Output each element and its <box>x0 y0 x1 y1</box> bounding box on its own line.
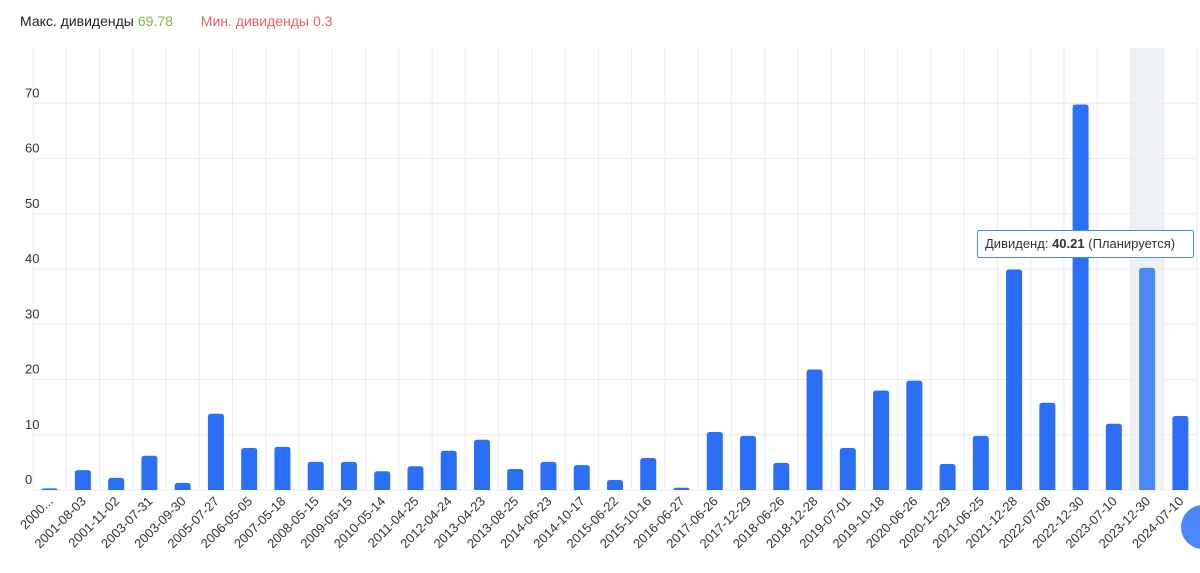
bar <box>540 461 557 490</box>
bar <box>440 450 457 490</box>
bar <box>706 431 723 490</box>
bar <box>1006 269 1023 490</box>
y-tick-label: 0 <box>25 472 32 487</box>
bar <box>972 435 989 490</box>
chat-button <box>1181 505 1200 549</box>
bar <box>307 461 324 490</box>
y-tick-label: 20 <box>25 362 39 377</box>
bar <box>473 439 490 490</box>
bar <box>906 380 923 490</box>
bar <box>41 488 58 490</box>
bar <box>1072 104 1089 490</box>
bar <box>241 448 258 490</box>
tooltip: Дивиденд: 40.21 (Планируется) <box>977 230 1194 258</box>
y-tick-label: 60 <box>25 141 39 156</box>
max-value: 69.78 <box>137 13 173 29</box>
min-value: 0.3 <box>312 13 333 29</box>
bar <box>1039 402 1056 490</box>
bar <box>74 470 91 490</box>
y-tick-label: 50 <box>25 196 39 211</box>
bar <box>740 435 757 490</box>
tooltip-value: 40.21 <box>1052 236 1085 251</box>
bar <box>1139 267 1156 490</box>
bar <box>1105 423 1122 490</box>
y-tick-label: 30 <box>25 306 39 321</box>
tooltip-label: Дивиденд: <box>985 236 1049 251</box>
bar <box>640 457 657 490</box>
bar <box>1172 415 1189 490</box>
bar <box>873 390 890 490</box>
y-tick-label: 40 <box>25 251 39 266</box>
bar <box>507 469 524 490</box>
bar <box>939 464 956 490</box>
bar <box>108 477 125 490</box>
bar <box>673 487 690 490</box>
tooltip-note: (Планируется) <box>1088 236 1176 251</box>
bar <box>773 462 790 490</box>
y-tick-label: 70 <box>25 85 39 100</box>
bar <box>340 461 357 490</box>
bar <box>607 480 623 490</box>
bar <box>573 465 590 490</box>
bar <box>274 446 291 490</box>
min-label: Мин. дивиденды <box>200 13 309 29</box>
summary: Макс. дивиденды 69.78 Мин. дивиденды 0.3 <box>20 13 336 29</box>
bar <box>374 471 391 490</box>
bar <box>207 413 224 490</box>
bar <box>174 482 191 490</box>
bar <box>141 455 158 490</box>
max-label: Макс. дивиденды <box>20 13 134 29</box>
y-tick-label: 10 <box>25 417 39 432</box>
bar <box>806 369 823 490</box>
bar <box>407 466 424 490</box>
bar <box>839 448 856 490</box>
